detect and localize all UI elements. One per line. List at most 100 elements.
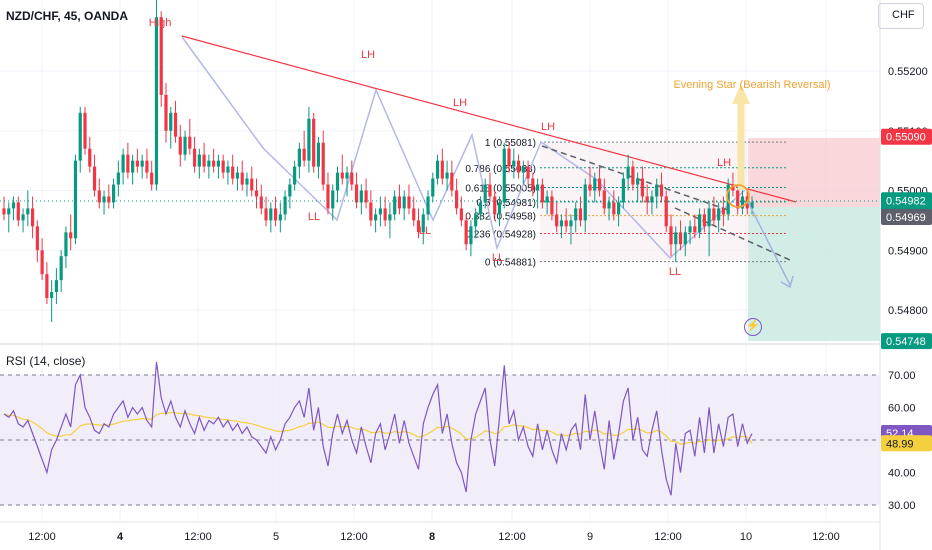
rsi-ma-line[interactable]	[3, 411, 753, 445]
candle-body	[212, 160, 216, 167]
candle-body	[707, 208, 711, 227]
candle-body	[583, 184, 587, 221]
time-tick-label: 5	[273, 531, 279, 543]
candle-body	[97, 190, 101, 203]
candle-body	[221, 160, 225, 173]
candle-body	[688, 226, 692, 233]
lightning-icon[interactable]: ⚡	[744, 318, 762, 336]
rsi-tick-label: 40.00	[888, 468, 916, 480]
price-tag-label: 0.54982	[886, 195, 926, 207]
rsi-title[interactable]: RSI (14, close)	[6, 354, 86, 368]
candle-body	[402, 196, 406, 209]
candle-body	[269, 208, 273, 221]
candle-body	[69, 232, 73, 239]
candle-body	[516, 160, 521, 173]
price-tick-label: 0.54800	[888, 305, 928, 317]
time-tick-label: 12:00	[654, 531, 682, 543]
candle-body	[388, 214, 392, 221]
bullish-projection-arrowhead	[732, 84, 750, 104]
candle-body	[459, 208, 463, 221]
bearish-projection-arrow[interactable]	[747, 201, 791, 286]
symbol-title[interactable]: NZD/CHF, 45, OANDA	[6, 9, 129, 23]
candle-body	[207, 160, 211, 167]
rsi-value-tag	[881, 435, 932, 452]
candle-body	[64, 232, 68, 257]
candle-body	[678, 232, 683, 245]
candle-body	[421, 214, 425, 233]
stop-loss-zone[interactable]	[748, 138, 880, 207]
candle-body	[550, 196, 554, 215]
candle-body	[259, 196, 263, 209]
structure-annotations: High LH LH LH LH LL LL LL LL Evening Star (Bearis…	[149, 17, 831, 278]
price-tag-box	[881, 333, 932, 350]
candle-body	[145, 160, 149, 173]
candle-body	[45, 274, 49, 299]
candle-body	[445, 172, 449, 179]
candle-body	[264, 208, 268, 221]
bearish-projection-arrowhead	[780, 275, 794, 289]
rsi-grid	[0, 345, 880, 522]
rsi-tick-label: 70.00	[888, 370, 916, 382]
candle-body	[250, 178, 254, 191]
candle-body	[26, 208, 30, 215]
candle-body	[254, 190, 259, 197]
candle-body	[188, 136, 192, 149]
rsi-line[interactable]	[3, 361, 753, 496]
price-tick-label: 0.54900	[888, 245, 928, 257]
take-profit-zone[interactable]	[748, 207, 880, 341]
candle-body	[712, 208, 716, 221]
candle-body	[593, 178, 597, 191]
time-tick-label: 8	[429, 531, 435, 543]
candle-body	[640, 178, 645, 197]
candle-body	[235, 172, 240, 179]
candle-body	[302, 148, 306, 161]
market-structure-zigzag[interactable]	[181, 36, 746, 260]
candle-body	[393, 196, 397, 215]
fib-level-label: 1 (0.55081)	[485, 138, 536, 149]
fib-level-label: 0.236 (0.54928)	[465, 230, 536, 241]
candle-body	[202, 154, 206, 167]
descending-trendline[interactable]	[181, 35, 797, 203]
candle-body	[569, 220, 573, 227]
candle-body	[502, 148, 506, 203]
candle-body	[545, 196, 549, 203]
candle-body	[483, 184, 487, 203]
rsi-value-label: 48.99	[886, 438, 914, 450]
candle-body	[73, 160, 78, 239]
candle-body	[540, 184, 544, 203]
rsi-tick-label: 60.00	[888, 403, 916, 415]
candle-body	[345, 172, 349, 179]
channel-upper-dashed[interactable]	[541, 145, 729, 211]
candle-body	[178, 136, 182, 155]
candle-body	[631, 166, 635, 185]
candle-body	[192, 148, 197, 167]
channel-lower-dashed[interactable]	[674, 207, 791, 261]
candle-body	[416, 220, 421, 233]
candle-body	[21, 214, 25, 221]
structure-annotation: Evening Star (Bearish Reversal)	[673, 79, 830, 91]
candle-body	[702, 214, 706, 227]
candle-body	[283, 196, 287, 215]
price-tag-label: 0.54748	[886, 336, 926, 348]
structure-annotation: LL	[492, 252, 504, 264]
candle-body	[331, 190, 335, 209]
price-tick-label: 0.55200	[888, 66, 928, 78]
candle-body	[407, 196, 411, 209]
candle-body	[512, 160, 516, 167]
evening-star-marker[interactable]	[726, 184, 750, 208]
fib-level-label: 0.382 (0.54958)	[465, 212, 536, 223]
candle-body	[335, 172, 340, 191]
time-axis[interactable]: 12:00 4 12:00 5 12:00 8 12:00 9 12:00 10 12:00	[28, 531, 840, 543]
price-tag-box	[881, 128, 932, 145]
candle-body	[655, 184, 659, 197]
fib-level-label: 0 (0.54881)	[485, 258, 536, 269]
currency-selector[interactable]	[878, 3, 924, 29]
candle-body	[16, 202, 20, 221]
candle-body	[78, 112, 82, 161]
time-tick-label: 10	[740, 531, 752, 543]
